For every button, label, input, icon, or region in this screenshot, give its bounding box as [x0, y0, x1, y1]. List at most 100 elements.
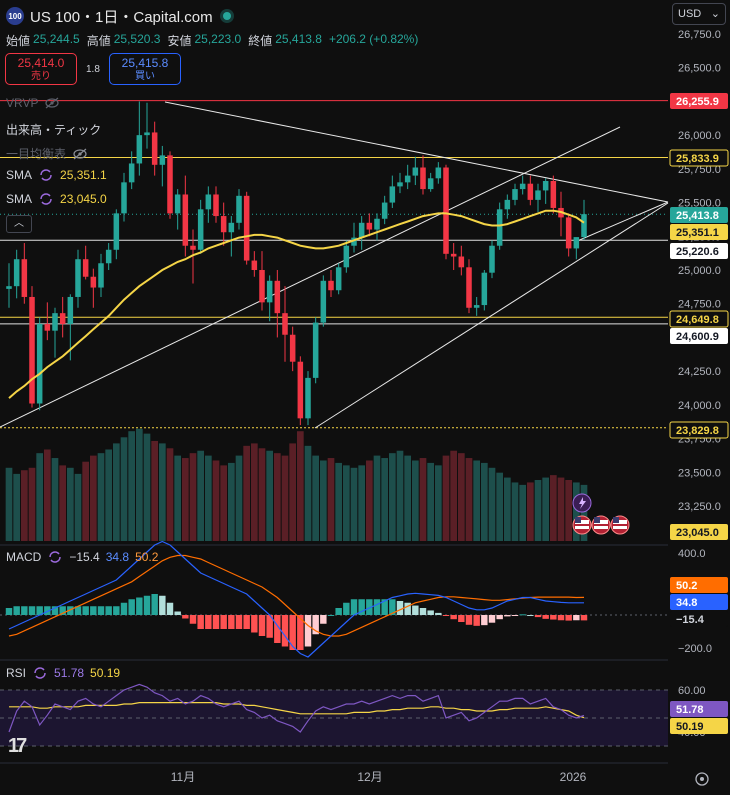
- candle-body: [389, 186, 396, 203]
- price-tick-label: 24,250.0: [678, 366, 721, 378]
- price-badge: 23,829.8: [676, 425, 719, 437]
- volume-bar: [488, 467, 496, 541]
- candle-body: [366, 222, 373, 230]
- candle-body: [297, 361, 304, 419]
- macd-hist-bar: [481, 615, 488, 626]
- price-tick-label: 26,500.0: [678, 63, 721, 75]
- macd-hist-bar: [21, 606, 28, 615]
- time-tick-label: 2026: [560, 770, 587, 784]
- low-value: 25,223.0: [194, 32, 242, 46]
- flag-canton: [575, 517, 581, 523]
- volume-bar: [450, 450, 457, 541]
- macd-hist-bar: [97, 606, 105, 615]
- volume-bar: [120, 437, 128, 541]
- buy-label: 買い: [135, 71, 155, 82]
- candle-body: [6, 286, 12, 289]
- candle-body: [450, 253, 457, 257]
- volume-bar: [189, 453, 197, 541]
- volume-bar: [435, 465, 442, 541]
- candle-body: [220, 216, 227, 233]
- candle-body: [67, 296, 74, 324]
- price-badge-bg: [670, 207, 728, 223]
- macd-hist-bar: [136, 597, 143, 615]
- volume-bar: [519, 484, 526, 541]
- buy-button[interactable]: 25,415.8 買い: [109, 53, 181, 85]
- volume-series: [5, 428, 588, 541]
- macd-hist-bar: [166, 602, 174, 615]
- candle-body: [519, 183, 526, 190]
- price-tick-label: 25,750.0: [678, 164, 721, 176]
- price-badge-bg: [670, 93, 728, 109]
- macd-hist-bar: [74, 606, 82, 615]
- eye-crossed-icon[interactable]: [72, 148, 88, 160]
- sma1-label: SMA: [6, 168, 33, 182]
- refresh-icon: [40, 169, 52, 181]
- price-tick-label: 23,250.0: [678, 501, 721, 513]
- volume-bar: [358, 465, 365, 541]
- macd-hist-bar: [128, 599, 135, 615]
- price-tick-label: 25,500.0: [678, 198, 721, 210]
- price-badge-bg: [670, 224, 728, 240]
- volume-bar: [13, 473, 20, 541]
- sell-button[interactable]: 25,414.0 売り: [5, 53, 77, 85]
- volume-bar: [243, 445, 250, 541]
- volume-bar: [573, 482, 580, 541]
- candle-body: [381, 202, 388, 219]
- candle-body: [435, 167, 442, 179]
- price-tick-label: 25,000.0: [678, 265, 721, 277]
- refresh-icon: [34, 667, 46, 679]
- candle-body: [151, 132, 158, 165]
- volume-bar: [151, 440, 158, 541]
- macd-hist-bar: [51, 606, 59, 615]
- macd-hist-bar: [412, 605, 419, 615]
- indicator-sma-1[interactable]: SMA 25,351.1: [6, 168, 107, 182]
- volume-bar: [343, 465, 350, 541]
- indicator-sma-2[interactable]: SMA 23,045.0: [6, 192, 107, 206]
- candle-body: [535, 190, 541, 200]
- volume-bar: [67, 467, 74, 541]
- high-value: 25,520.3: [113, 32, 161, 46]
- symbol-title[interactable]: US 100・1日・Capital.com: [30, 8, 213, 26]
- volume-bar: [335, 462, 342, 541]
- volume-bar: [419, 458, 427, 541]
- candle-body: [182, 194, 189, 246]
- rsi-ma-line: [9, 702, 585, 719]
- indicator-rsi[interactable]: RSI 51.78 50.19: [6, 666, 120, 680]
- price-badge: 23,045.0: [676, 527, 719, 539]
- macd-hist-bar: [496, 615, 503, 620]
- volume-bar: [580, 484, 588, 541]
- currency-select[interactable]: USD ⌄: [672, 3, 726, 25]
- candle-body: [473, 305, 480, 308]
- volume-bar: [59, 465, 66, 541]
- macd-hist-bar: [419, 608, 427, 615]
- indicator-vrvp[interactable]: VRVP: [6, 96, 60, 110]
- macd-hist-bar: [274, 615, 281, 643]
- macd-badge: 34.8: [676, 597, 697, 609]
- eye-crossed-icon[interactable]: [44, 97, 60, 109]
- collapse-legend-button[interactable]: ︿: [6, 215, 32, 233]
- indicator-volume[interactable]: 出来高・ティック: [6, 121, 101, 138]
- candle-body: [305, 377, 311, 419]
- macd-hist-bar: [320, 615, 327, 624]
- price-tick-label: 23,500.0: [678, 467, 721, 479]
- indicator-macd[interactable]: MACD −15.4 34.8 50.2: [6, 550, 158, 564]
- macd-tick-label: −200.0: [678, 643, 712, 655]
- price-badge-bg: [670, 524, 728, 540]
- indicator-ichimoku[interactable]: 一目均衡表: [6, 145, 88, 162]
- symbol-header[interactable]: 100 US 100・1日・Capital.com: [6, 5, 231, 27]
- candle-body: [243, 195, 250, 261]
- volume-bar: [504, 477, 511, 541]
- macd-hist-bar: [304, 615, 312, 647]
- macd-hist-bar: [389, 599, 396, 615]
- volume-bar: [289, 443, 296, 541]
- macd-hist-bar: [557, 615, 565, 621]
- volume-bar: [565, 480, 572, 541]
- price-badge: 24,600.9: [676, 331, 719, 343]
- candle-body: [236, 195, 242, 223]
- candle-body: [36, 323, 43, 404]
- macd-hist-bar: [105, 606, 112, 615]
- candle-body: [397, 182, 403, 187]
- candle-body: [565, 217, 572, 249]
